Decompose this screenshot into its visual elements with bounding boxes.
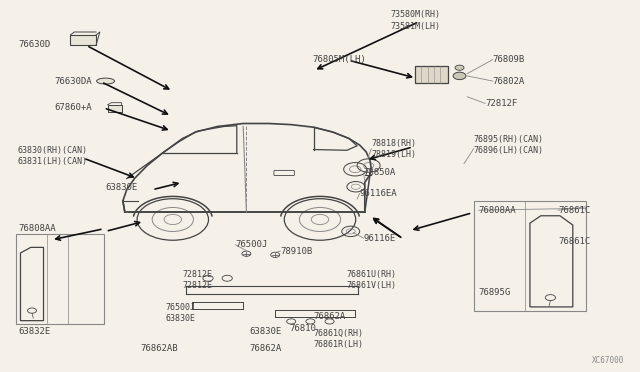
Text: 76861Q(RH)
76861R(LH): 76861Q(RH) 76861R(LH) — [314, 329, 364, 349]
Bar — [70, 35, 96, 45]
Text: 76500J: 76500J — [236, 240, 268, 249]
Text: 72812E
72812E: 72812E 72812E — [182, 270, 212, 290]
Text: 78910B: 78910B — [280, 247, 312, 256]
Text: 76630D: 76630D — [18, 40, 50, 49]
Text: 76861C: 76861C — [558, 206, 590, 215]
Text: 72812F: 72812F — [485, 99, 517, 108]
Circle shape — [453, 72, 466, 80]
Text: 76808AA: 76808AA — [479, 206, 516, 215]
Text: 76500J
63830E: 76500J 63830E — [165, 303, 195, 323]
Text: 67860+A: 67860+A — [54, 103, 92, 112]
Text: 76895G: 76895G — [479, 288, 511, 296]
Text: 76805M(LH): 76805M(LH) — [312, 55, 366, 64]
Bar — [16, 234, 104, 324]
Text: 78850A: 78850A — [364, 169, 396, 177]
Text: 76861C: 76861C — [558, 237, 590, 246]
Text: 76862A: 76862A — [250, 344, 282, 353]
Text: 76861U(RH)
76861V(LH): 76861U(RH) 76861V(LH) — [347, 270, 397, 290]
Bar — [108, 105, 122, 112]
Text: 76809B: 76809B — [493, 55, 525, 64]
Text: 76862AB: 76862AB — [141, 344, 179, 353]
Bar — [474, 201, 586, 311]
Text: XC67000: XC67000 — [591, 356, 624, 365]
Text: 73580M(RH)
73581M(LH): 73580M(RH) 73581M(LH) — [390, 10, 440, 31]
Text: 96116E: 96116E — [364, 234, 396, 243]
Text: 76895(RH)(CAN)
76896(LH)(CAN): 76895(RH)(CAN) 76896(LH)(CAN) — [474, 135, 543, 155]
Text: 96116EA: 96116EA — [360, 189, 397, 198]
Text: 76630DA: 76630DA — [54, 77, 92, 86]
Bar — [415, 66, 448, 83]
Text: 76808AA: 76808AA — [18, 224, 56, 233]
Text: 76862A: 76862A — [314, 312, 346, 321]
Text: 78818(RH)
78819(LH): 78818(RH) 78819(LH) — [371, 139, 416, 159]
Text: 76802A: 76802A — [493, 77, 525, 86]
Text: 63830E: 63830E — [250, 327, 282, 336]
Text: 63830E: 63830E — [106, 183, 138, 192]
Text: 76810: 76810 — [289, 324, 316, 333]
Text: 63830(RH)(CAN)
63831(LH)(CAN): 63830(RH)(CAN) 63831(LH)(CAN) — [18, 146, 88, 166]
Ellipse shape — [97, 78, 115, 84]
Text: 63832E: 63832E — [18, 327, 50, 336]
Circle shape — [455, 65, 464, 70]
